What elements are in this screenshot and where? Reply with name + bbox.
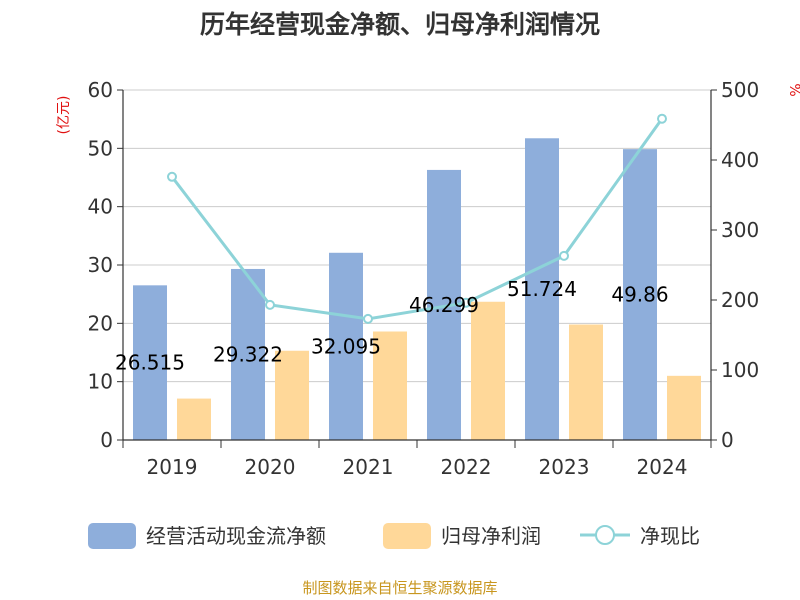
right-tick-label: 300 xyxy=(721,218,759,242)
line-path xyxy=(170,117,664,321)
legend-label: 净现比 xyxy=(640,524,700,548)
bar xyxy=(231,268,265,440)
bar xyxy=(373,331,407,440)
line-point xyxy=(559,250,569,261)
line-point xyxy=(265,299,275,310)
legend-marker xyxy=(595,525,615,545)
line-point xyxy=(167,171,177,182)
x-tick-label: 2020 xyxy=(245,455,296,479)
data-label: 32.095 xyxy=(311,334,381,358)
left-tick-label: 30 xyxy=(88,253,113,277)
line-point xyxy=(461,297,471,308)
line-series xyxy=(167,113,667,324)
left-tick-label: 10 xyxy=(88,370,113,394)
x-tick-label: 2022 xyxy=(441,455,492,479)
right-tick-label: 200 xyxy=(721,288,759,312)
left-axis-unit: (亿元) xyxy=(56,96,72,135)
data-labels: 26.515 29.322 32.095 46.299 51.724 49.86 xyxy=(115,277,669,375)
x-tick-label: 2019 xyxy=(147,455,198,479)
left-tick-label: 60 xyxy=(88,78,113,102)
data-label: 51.724 xyxy=(507,277,577,301)
legend-label: 归母净利润 xyxy=(441,524,541,548)
legend: 经营活动现金流净额 归母净利润 净现比 xyxy=(88,523,700,549)
right-tick-label: 0 xyxy=(721,428,734,452)
bar xyxy=(329,252,363,440)
legend-swatch xyxy=(383,523,431,549)
data-label: 29.322 xyxy=(213,342,283,366)
axes: 0 10 20 30 40 50 60 0 100 200 300 400 500 2019 2020 202… xyxy=(88,78,760,479)
data-label: 46.299 xyxy=(409,293,479,317)
left-tick-label: 20 xyxy=(88,311,113,335)
legend-item: 归母净利润 xyxy=(383,523,541,549)
legend-item: 净现比 xyxy=(580,524,700,548)
bar xyxy=(275,350,309,440)
source-note: 制图数据来自恒生聚源数据库 xyxy=(302,579,497,597)
right-axis-unit: % xyxy=(786,83,800,96)
x-tick-label: 2023 xyxy=(539,455,590,479)
data-label: 26.515 xyxy=(115,351,185,375)
chart-title: 历年经营现金净额、归母净利润情况 xyxy=(200,10,600,39)
bar xyxy=(471,301,505,440)
legend-swatch xyxy=(88,523,136,549)
legend-label: 经营活动现金流净额 xyxy=(146,524,326,548)
right-tick-label: 400 xyxy=(721,148,759,172)
bar xyxy=(525,138,559,440)
x-tick-label: 2021 xyxy=(343,455,394,479)
legend-item: 经营活动现金流净额 xyxy=(88,523,326,549)
bar xyxy=(177,398,211,440)
left-tick-label: 40 xyxy=(88,195,113,219)
left-tick-label: 0 xyxy=(100,428,113,452)
bar xyxy=(133,285,167,440)
right-tick-label: 500 xyxy=(721,78,759,102)
data-label: 49.86 xyxy=(611,283,668,307)
right-tick-label: 100 xyxy=(721,358,759,382)
x-tick-label: 2024 xyxy=(637,455,688,479)
line-point xyxy=(657,113,667,124)
grid-lines xyxy=(123,89,711,383)
bar xyxy=(569,324,603,440)
bar xyxy=(623,149,657,440)
left-tick-label: 50 xyxy=(88,136,113,160)
line-point xyxy=(363,313,373,324)
bar xyxy=(667,375,701,440)
